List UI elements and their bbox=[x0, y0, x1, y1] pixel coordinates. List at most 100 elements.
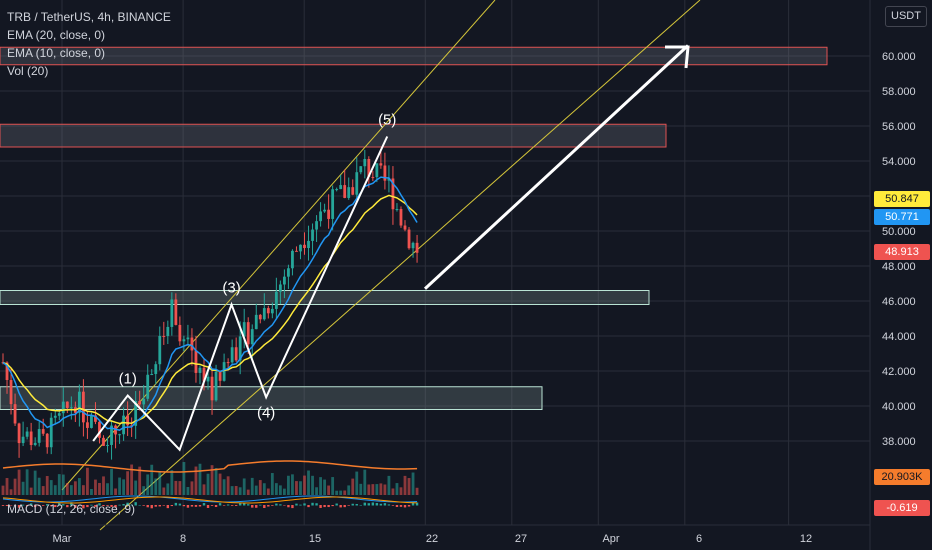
indicator-ema20[interactable]: EMA (20, close, 0) bbox=[7, 28, 106, 42]
macd-bar bbox=[142, 505, 145, 506]
wave-label: (4) bbox=[257, 404, 275, 421]
volume-bar bbox=[383, 484, 387, 495]
candle-body bbox=[230, 347, 234, 363]
symbol-title[interactable]: TRB / TetherUS, 4h, BINANCE bbox=[7, 10, 171, 24]
candle-body bbox=[323, 209, 326, 212]
volume-bar bbox=[299, 481, 302, 495]
indicator-volume[interactable]: Vol (20) bbox=[7, 64, 49, 78]
macd-bar bbox=[315, 503, 318, 506]
candle-body bbox=[146, 374, 150, 399]
volume-bar bbox=[415, 487, 419, 495]
candle-body bbox=[45, 433, 49, 448]
volume-bar bbox=[130, 464, 134, 495]
candle-body bbox=[61, 401, 65, 414]
candle-body bbox=[291, 250, 294, 269]
volume-bar bbox=[335, 490, 339, 495]
volume-bar bbox=[82, 485, 85, 495]
time-tick-label: 6 bbox=[696, 533, 702, 545]
candle-body bbox=[150, 374, 154, 376]
volume-bar bbox=[250, 477, 254, 495]
macd-bar bbox=[134, 502, 137, 506]
volume-bar bbox=[278, 485, 282, 495]
macd-bar bbox=[303, 503, 306, 506]
ema20-line bbox=[2, 194, 418, 425]
macd-bar bbox=[9, 505, 13, 506]
volume-bar bbox=[262, 483, 266, 495]
macd-line bbox=[2, 495, 418, 503]
macd-bar bbox=[21, 504, 25, 506]
candle-body bbox=[106, 444, 109, 446]
macd-bar bbox=[166, 505, 170, 509]
volume-bar bbox=[291, 474, 294, 495]
macd-bar bbox=[66, 505, 69, 508]
candle-body bbox=[303, 244, 306, 249]
wave-label: (5) bbox=[378, 112, 396, 129]
candle-body bbox=[335, 189, 339, 191]
macd-bar bbox=[50, 505, 53, 506]
candle-body bbox=[134, 401, 138, 426]
price-tick-label: 58.000 bbox=[882, 86, 916, 98]
indicator-ema10[interactable]: EMA (10, close, 0) bbox=[7, 46, 106, 60]
volume-bar bbox=[315, 487, 318, 495]
price-tick-label: 48.000 bbox=[882, 261, 916, 273]
candle-body bbox=[274, 291, 278, 309]
macd-bar bbox=[70, 502, 73, 506]
volume-bar bbox=[367, 484, 371, 495]
time-tick-label: 27 bbox=[515, 533, 527, 545]
currency-button[interactable]: USDT bbox=[885, 6, 927, 27]
macd-bar bbox=[190, 505, 194, 507]
macd-bar bbox=[383, 503, 387, 506]
macd-bar bbox=[267, 505, 270, 507]
price-tick-label: 54.000 bbox=[882, 156, 916, 168]
candle-body bbox=[415, 242, 419, 253]
macd-bar bbox=[226, 504, 230, 506]
time-tick-label: 15 bbox=[309, 533, 321, 545]
volume-bar bbox=[9, 489, 13, 495]
candle-body bbox=[359, 166, 363, 173]
indicator-macd[interactable]: MACD (12, 26, close, 9) bbox=[7, 502, 136, 516]
candle-body bbox=[226, 362, 230, 364]
macd-bar bbox=[407, 505, 411, 507]
ema20-price-tag: 50.847 bbox=[874, 191, 930, 207]
macd-bar bbox=[25, 505, 29, 506]
candle-body bbox=[29, 431, 33, 445]
price-tick-label: 56.000 bbox=[882, 121, 916, 133]
macd-bar bbox=[411, 502, 415, 506]
macd-bar bbox=[42, 505, 45, 506]
macd-bar bbox=[331, 505, 334, 507]
volume-bar bbox=[134, 480, 138, 495]
macd-bar bbox=[118, 504, 121, 506]
volume-bar bbox=[226, 476, 230, 495]
volume-bar bbox=[295, 481, 298, 495]
volume-bar bbox=[210, 465, 214, 495]
macd-bar bbox=[182, 505, 186, 507]
macd-bar bbox=[319, 505, 322, 508]
candle-body bbox=[37, 429, 41, 443]
macd-bar bbox=[279, 504, 282, 506]
volume-bar bbox=[242, 478, 246, 495]
candles bbox=[1, 149, 419, 460]
volume-bar bbox=[218, 473, 222, 495]
price-tick-label: 46.000 bbox=[882, 296, 916, 308]
macd-bar bbox=[29, 503, 33, 506]
macd-bar bbox=[198, 505, 202, 507]
volume-bar bbox=[411, 472, 415, 495]
candle-body bbox=[118, 434, 121, 436]
candle-body bbox=[158, 335, 162, 365]
volume-bar bbox=[106, 483, 109, 495]
candle-body bbox=[383, 165, 387, 181]
macd-bar bbox=[230, 505, 234, 506]
volume-bar bbox=[403, 475, 407, 495]
volume-bar bbox=[198, 463, 202, 495]
macd-bar bbox=[363, 502, 366, 506]
volume-bar bbox=[69, 485, 73, 495]
volume-bar bbox=[238, 487, 242, 495]
macd-bar bbox=[238, 502, 242, 506]
macd-bar bbox=[82, 505, 85, 509]
volume-bar bbox=[138, 466, 142, 495]
candle-body bbox=[17, 423, 21, 444]
volume-bar bbox=[222, 479, 226, 495]
macd-bar bbox=[283, 505, 286, 506]
